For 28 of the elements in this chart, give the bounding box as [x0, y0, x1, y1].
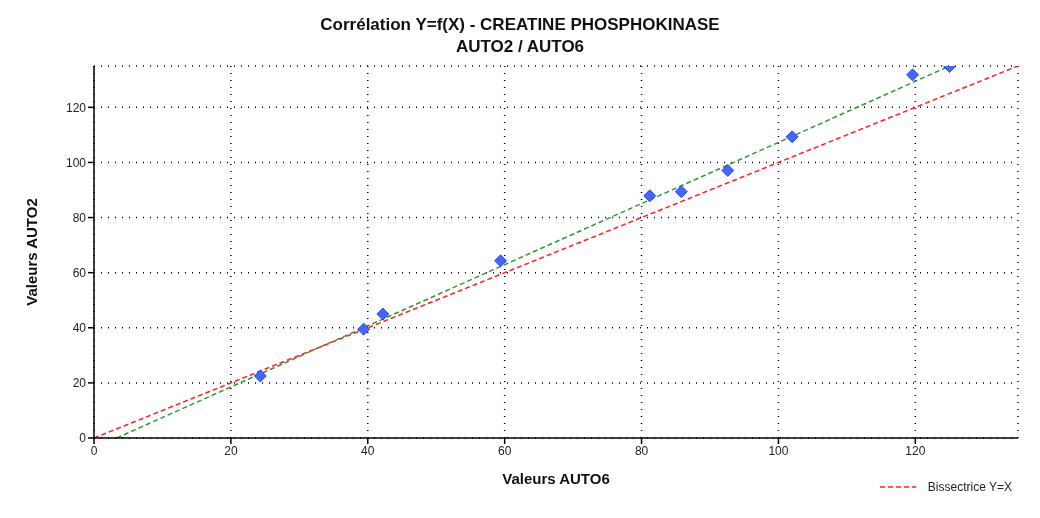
x-tick-label: 80	[634, 443, 649, 458]
point	[906, 68, 919, 82]
y-tick-label: 80	[72, 210, 87, 225]
x-tick-label: 0	[90, 443, 98, 458]
point	[785, 130, 799, 144]
point	[253, 369, 267, 383]
chart-title: Corrélation Y=f(X) - CREATINE PHOSPHOKINASE	[319, 14, 721, 36]
legend-label: Bissectrice Y=X	[927, 480, 1012, 494]
x-tick-label: 40	[361, 443, 375, 458]
x-axis-title: Valeurs AUTO6	[502, 470, 610, 487]
chart-subtitle: AUTO2 / AUTO6	[454, 36, 586, 58]
y-tick-label: 40	[72, 321, 87, 336]
y-tick-label: 0	[79, 431, 87, 446]
point	[494, 254, 507, 268]
x-tick-label: 120	[905, 443, 926, 458]
x-tick-label: 60	[497, 443, 512, 458]
y-tick-label: 60	[72, 265, 87, 280]
y-axis-title: Valeurs AUTO2	[23, 198, 41, 306]
y-tick-label: 20	[72, 376, 87, 391]
x-tick-label: 100	[768, 443, 789, 458]
y-tick-label: 100	[65, 155, 87, 170]
point	[643, 189, 657, 203]
point	[357, 322, 371, 336]
y-tick-label: 120	[65, 100, 87, 115]
point	[376, 307, 390, 321]
point	[721, 164, 735, 177]
x-tick-label: 20	[224, 443, 238, 458]
point	[674, 185, 688, 199]
